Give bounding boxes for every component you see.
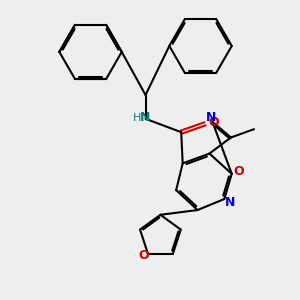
Text: O: O [138,249,149,262]
Text: O: O [233,165,244,178]
Text: H: H [133,112,141,123]
Text: N: N [206,111,216,124]
Text: O: O [209,116,220,130]
Text: N: N [140,111,150,124]
Text: N: N [224,196,235,208]
